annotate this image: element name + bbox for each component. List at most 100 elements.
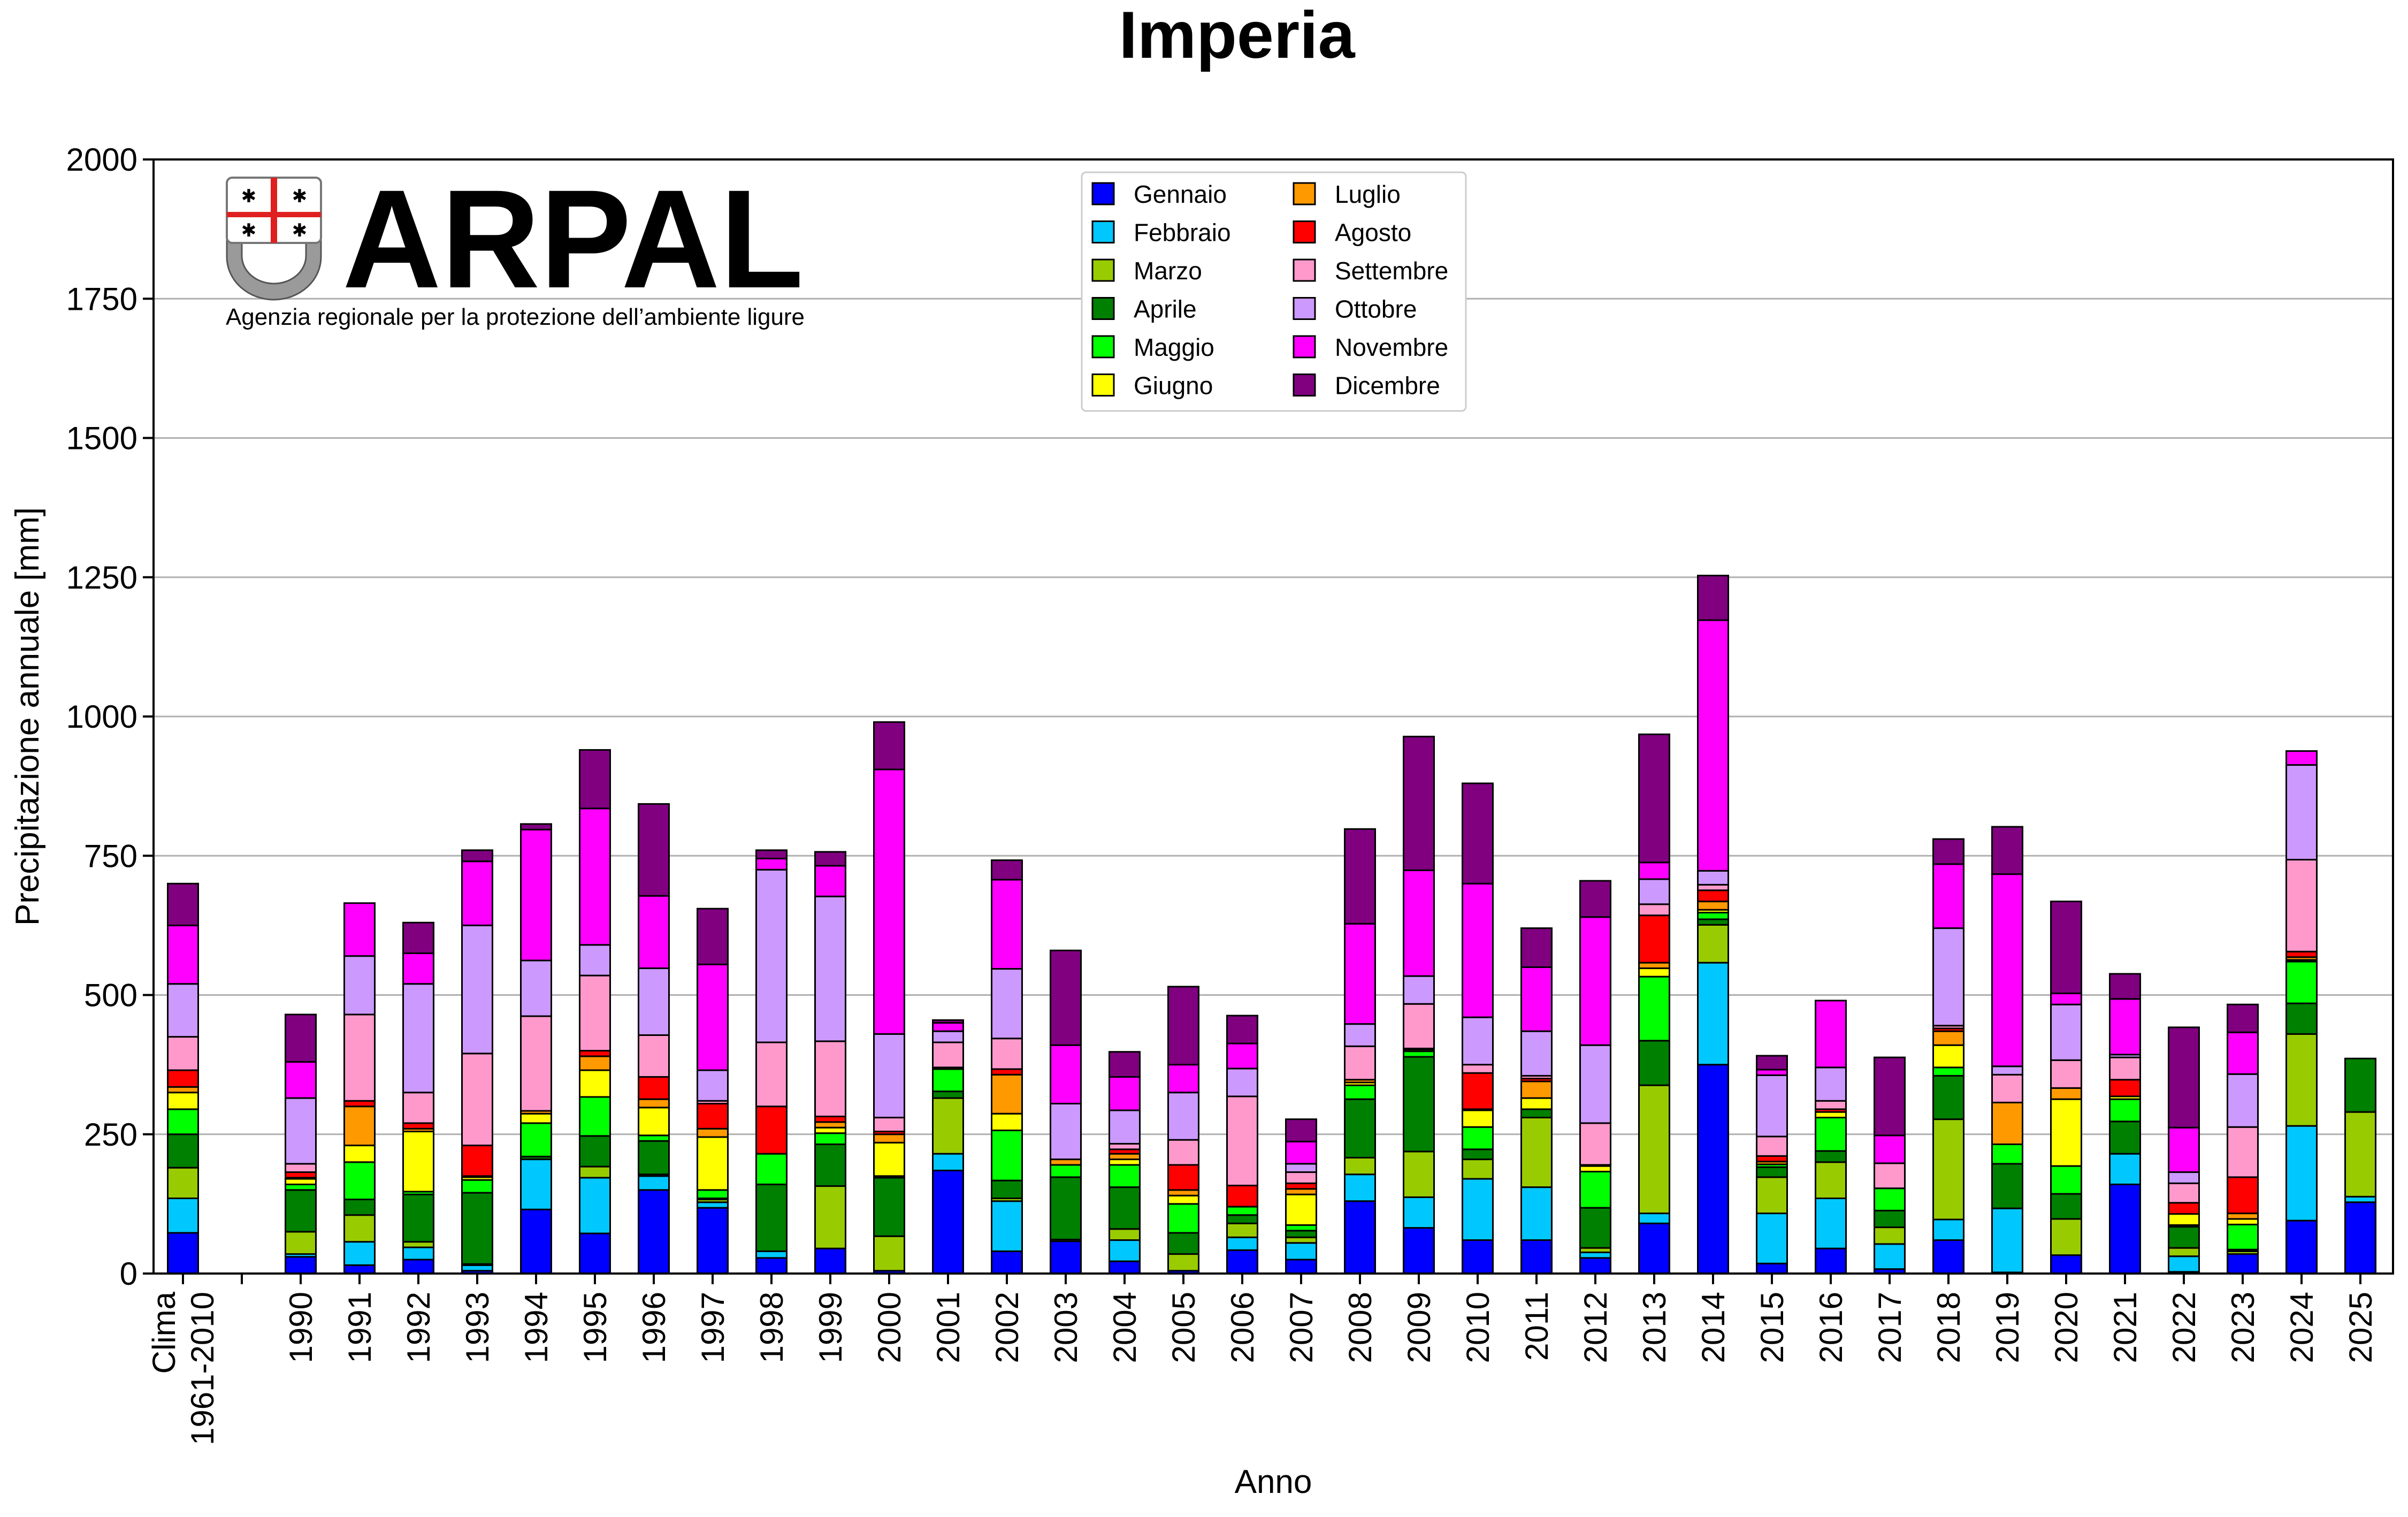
bar-segment-novembre	[285, 1061, 317, 1099]
bar-segment-gennaio	[2050, 1254, 2082, 1275]
bar-segment-dicembre	[1638, 733, 1670, 864]
bar-segment-giugno	[520, 1112, 552, 1124]
bar-segment-aprile	[167, 1133, 199, 1169]
bar-segment-maggio	[697, 1189, 729, 1199]
bar-segment-gennaio	[1756, 1262, 1788, 1275]
bar-segment-gennaio	[932, 1169, 964, 1275]
x-tick-label: 2013	[1637, 1292, 1672, 1363]
bar-segment-ottobre	[1167, 1092, 1199, 1141]
bar-segment-luglio	[697, 1127, 729, 1138]
x-tick-label-line: 2006	[1225, 1292, 1260, 1363]
legend-item: Luglio	[1293, 180, 1401, 208]
bar-segment-ottobre	[520, 959, 552, 1017]
bar-segment-settembre	[1756, 1135, 1788, 1157]
bar-segment-maggio	[2227, 1223, 2259, 1251]
x-tick-label: 2007	[1283, 1292, 1319, 1363]
bar-segment-maggio	[1932, 1066, 1964, 1077]
bar-segment-marzo	[1874, 1226, 1906, 1245]
bar-segment-febbraio	[1874, 1243, 1906, 1270]
x-tick-label-line: 1998	[754, 1292, 790, 1363]
bar-segment-marzo	[1285, 1236, 1317, 1244]
bar-segment-gennaio	[1226, 1249, 1258, 1275]
legend-item: Novembre	[1293, 333, 1448, 361]
y-tick-label: 0	[120, 1256, 137, 1292]
bar-segment-giugno	[2227, 1218, 2259, 1225]
bar-segment-ottobre	[1344, 1023, 1376, 1047]
bar-segment-febbraio	[1462, 1178, 1494, 1241]
bar-segment-ottobre	[873, 1033, 905, 1119]
bar-segment-marzo	[1697, 924, 1729, 964]
bar-segment-aprile	[638, 1140, 670, 1176]
x-tick-label: 2021	[2107, 1292, 2143, 1363]
legend-swatch	[1293, 373, 1316, 397]
bar-segment-settembre	[1579, 1122, 1611, 1166]
bar-segment-febbraio	[1638, 1213, 1670, 1224]
bar-segment-luglio	[638, 1098, 670, 1109]
bar-segment-novembre	[520, 828, 552, 962]
bar-segment-giugno	[1520, 1097, 1553, 1110]
legend-label: Settembre	[1335, 257, 1448, 285]
bar-segment-febbraio	[2344, 1195, 2376, 1203]
bar-segment-aprile	[1344, 1098, 1376, 1158]
bar-segment-aprile	[1050, 1176, 1082, 1240]
x-tick-label-line: 1997	[695, 1292, 731, 1363]
legend-item: Febbraio	[1091, 219, 1231, 247]
bar-segment-gennaio	[2227, 1253, 2259, 1275]
bar-segment-agosto	[1638, 914, 1670, 964]
bar-segment-maggio	[1403, 1050, 1435, 1058]
bar-segment-febbraio	[755, 1250, 788, 1259]
bar-segment-aprile	[285, 1189, 317, 1233]
bar-segment-novembre	[1109, 1076, 1141, 1111]
bar-segment-febbraio	[932, 1153, 964, 1171]
legend-swatch	[1293, 258, 1316, 282]
bar-segment-aprile	[814, 1143, 846, 1187]
bar-segment-novembre	[1050, 1044, 1082, 1104]
bar-segment-luglio	[579, 1055, 611, 1071]
bar-segment-aprile	[873, 1177, 905, 1237]
bar-segment-dicembre	[461, 849, 493, 863]
bar-segment-febbraio	[579, 1177, 611, 1234]
bar-segment-marzo	[1226, 1222, 1258, 1238]
bar-segment-maggio	[285, 1183, 317, 1191]
bar-segment-dicembre	[1050, 949, 1082, 1046]
bar-segment-agosto	[1697, 889, 1729, 903]
bar-segment-settembre	[1815, 1100, 1847, 1110]
bar-segment-aprile	[1932, 1074, 1964, 1120]
bar-segment-dicembre	[1109, 1051, 1141, 1078]
bar-segment-dicembre	[697, 908, 729, 965]
bar-segment-settembre	[402, 1092, 434, 1124]
bar-segment-settembre	[2109, 1056, 2141, 1081]
bar-segment-giugno	[1638, 967, 1670, 978]
bar-segment-ottobre	[697, 1069, 729, 1102]
bar-segment-aprile	[2168, 1226, 2200, 1249]
legend-frame	[1081, 171, 1467, 412]
logo-star-1: ✱	[241, 186, 257, 207]
bar-segment-dicembre	[638, 803, 670, 897]
x-tick-label: 2023	[2225, 1292, 2261, 1363]
x-tick-label: 1990	[283, 1292, 319, 1363]
bar-segment-settembre	[2168, 1182, 2200, 1204]
bar-segment-ottobre	[1520, 1030, 1553, 1077]
bar-segment-ottobre	[991, 968, 1023, 1040]
axes: 0 250 500 750 1000 1250 1500 1750 2000 Clima1961-…	[66, 142, 2379, 1445]
legend-item: Dicembre	[1293, 372, 1440, 400]
legend-swatch	[1091, 182, 1115, 205]
bar-segment-settembre	[2050, 1059, 2082, 1089]
bar-segment-agosto	[285, 1171, 317, 1179]
x-tick-label: 1994	[518, 1292, 554, 1363]
x-tick-label: 2005	[1166, 1292, 1202, 1363]
bar-segment-luglio	[343, 1106, 376, 1147]
bar-segment-marzo	[167, 1167, 199, 1199]
x-tick-label: 2009	[1401, 1292, 1437, 1363]
bar-segment-agosto	[461, 1145, 493, 1177]
bar-segment-settembre	[520, 1015, 552, 1112]
arpal-logo: ✱ ✱ ✱ ✱ ARPAL Agenzia regionale per la p…	[226, 161, 805, 330]
bar-segment-settembre	[755, 1041, 788, 1108]
bar-segment-aprile	[1815, 1150, 1847, 1163]
x-tick-label-line: 1961-2010	[185, 1292, 220, 1445]
bar-segment-settembre	[1697, 883, 1729, 891]
bar-segment-febbraio	[1344, 1173, 1376, 1202]
bar-segment-ottobre	[285, 1097, 317, 1165]
x-tick-label-line: 2012	[1578, 1292, 1614, 1363]
x-tick-label-line: 1992	[401, 1292, 437, 1363]
